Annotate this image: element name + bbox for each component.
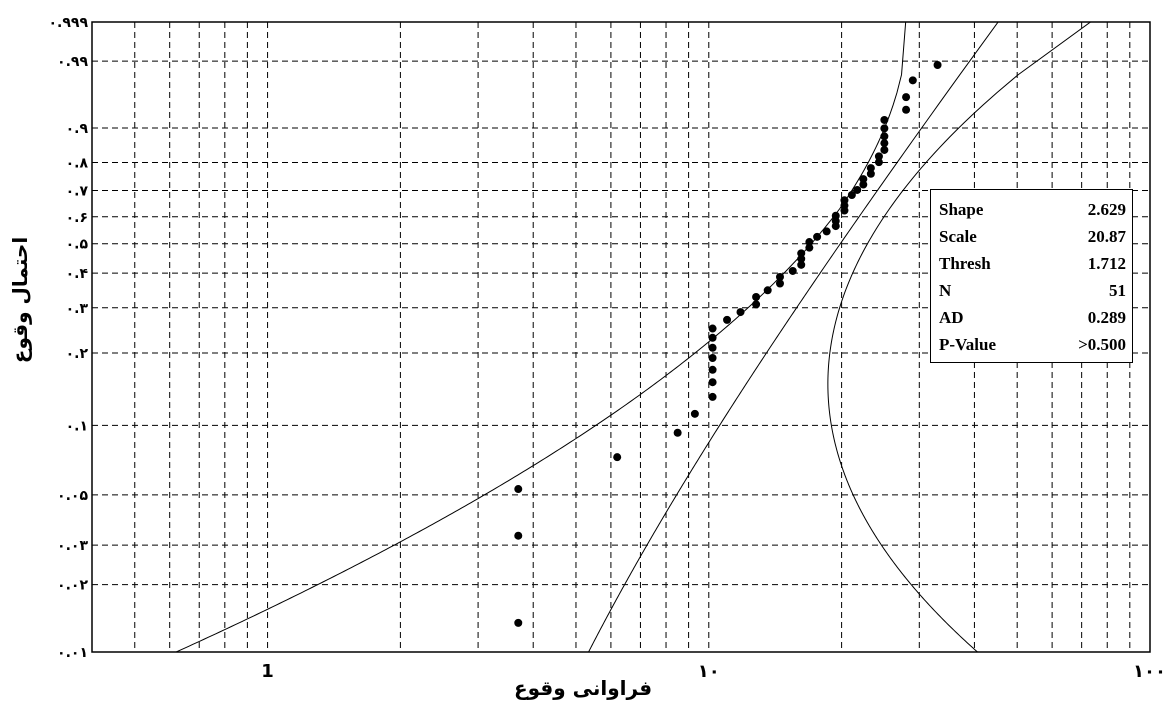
data-point — [874, 152, 883, 161]
data-point — [831, 211, 840, 220]
data-point — [514, 531, 523, 540]
data-point — [797, 254, 806, 263]
y-tick-label: ۰.۹۹ — [57, 54, 88, 70]
stat-label: AD — [939, 307, 964, 327]
y-tick-label: ۰.۹۹۹ — [49, 15, 89, 31]
data-point — [859, 180, 868, 189]
stat-row-pvalue: P-Value >0.500 — [939, 331, 1126, 358]
data-point — [514, 485, 523, 494]
data-point — [708, 392, 717, 401]
data-point — [723, 315, 732, 324]
y-tick-label: ۰.۰۱ — [57, 645, 88, 661]
data-point — [708, 333, 717, 342]
y-tick-label: ۰.۰۲ — [57, 578, 88, 594]
y-tick-label: ۰.۶ — [66, 210, 88, 226]
y-tick-label: ۰.۴ — [66, 266, 89, 282]
x-tick-labels: 1 ۱۰ ۱۰۰ — [261, 661, 1166, 682]
data-point — [813, 232, 822, 241]
data-point — [708, 378, 717, 387]
data-point — [933, 60, 942, 69]
stat-label: Shape — [939, 199, 984, 219]
x-tick-label: ۱۰۰ — [1133, 661, 1166, 682]
data-point — [690, 409, 699, 418]
x-axis-title: فراوانی وقوع — [513, 676, 653, 700]
y-tick-label: ۰.۰۳ — [57, 538, 88, 554]
data-point — [822, 227, 831, 236]
y-tick-label: ۰.۸ — [66, 155, 89, 171]
data-point — [613, 453, 622, 462]
data-point — [805, 243, 814, 252]
data-point — [859, 175, 868, 184]
y-tick-label: ۰.۷ — [66, 183, 89, 199]
plot-frame — [91, 21, 1151, 653]
data-point — [866, 164, 875, 173]
stat-label: P-Value — [939, 334, 996, 354]
stat-row-shape: Shape 2.629 — [939, 196, 1126, 223]
data-point — [708, 324, 717, 333]
stat-label: Thresh — [939, 253, 991, 273]
data-point — [866, 169, 875, 178]
y-axis-title: احتمال وقوع — [8, 236, 32, 364]
lower-confidence-bound — [174, 22, 907, 652]
data-point — [775, 272, 784, 281]
data-point — [514, 618, 523, 627]
stat-label: N — [939, 280, 952, 300]
data-point — [880, 115, 889, 124]
y-tick-label: ۰.۵ — [66, 237, 89, 253]
y-tick-label: ۰.۹ — [66, 121, 89, 137]
stat-row-n: N 51 — [939, 277, 1126, 304]
data-point — [908, 76, 917, 85]
data-point — [673, 428, 682, 437]
data-point — [708, 353, 717, 362]
data-point — [805, 238, 814, 247]
data-point — [708, 365, 717, 374]
stat-value: 0.289 — [1087, 307, 1126, 327]
data-point — [797, 260, 806, 269]
y-tick-label: ۰.۳ — [66, 301, 89, 317]
stat-value: 2.629 — [1087, 199, 1126, 219]
data-point — [763, 286, 772, 295]
data-point — [880, 145, 889, 154]
y-tick-label: ۰.۲ — [66, 346, 89, 362]
stat-row-ad: AD 0.289 — [939, 304, 1126, 331]
data-point — [736, 308, 745, 317]
data-point — [880, 124, 889, 133]
stat-label: Scale — [939, 226, 977, 246]
data-point — [708, 343, 717, 352]
data-points — [514, 60, 942, 627]
data-point — [902, 105, 911, 114]
y-tick-label: ۰.۰۵ — [57, 488, 88, 504]
y-tick-label: ۰.۱ — [66, 418, 88, 434]
stat-row-thresh: Thresh 1.712 — [939, 250, 1126, 277]
fit-statistics-box: Shape 2.629 Scale 20.87 Thresh 1.712 N 5… — [930, 189, 1133, 363]
data-point — [788, 266, 797, 275]
data-point — [847, 190, 856, 199]
data-point — [880, 139, 889, 148]
stat-value: 51 — [1109, 280, 1126, 300]
stat-value: 1.712 — [1087, 253, 1126, 273]
stat-row-scale: Scale 20.87 — [939, 223, 1126, 250]
data-point — [797, 249, 806, 258]
stat-value: 20.87 — [1087, 226, 1126, 246]
data-point — [840, 196, 849, 205]
data-point — [880, 132, 889, 141]
data-point — [775, 279, 784, 288]
stat-value: >0.500 — [1078, 334, 1126, 354]
data-point — [752, 300, 761, 309]
data-point — [874, 158, 883, 167]
x-tick-label: 1 — [261, 661, 274, 682]
data-point — [752, 292, 761, 301]
x-tick-label: ۱۰ — [698, 661, 720, 682]
data-point — [853, 185, 862, 194]
data-point — [902, 93, 911, 102]
y-tick-labels: ۰.۹۹۹ ۰.۹۹ ۰.۹ ۰.۸ ۰.۷ ۰.۶ ۰.۵ ۰.۴ ۰.۳ ۰.۲ ۰.۱ ۰.۰۵… — [49, 15, 89, 661]
